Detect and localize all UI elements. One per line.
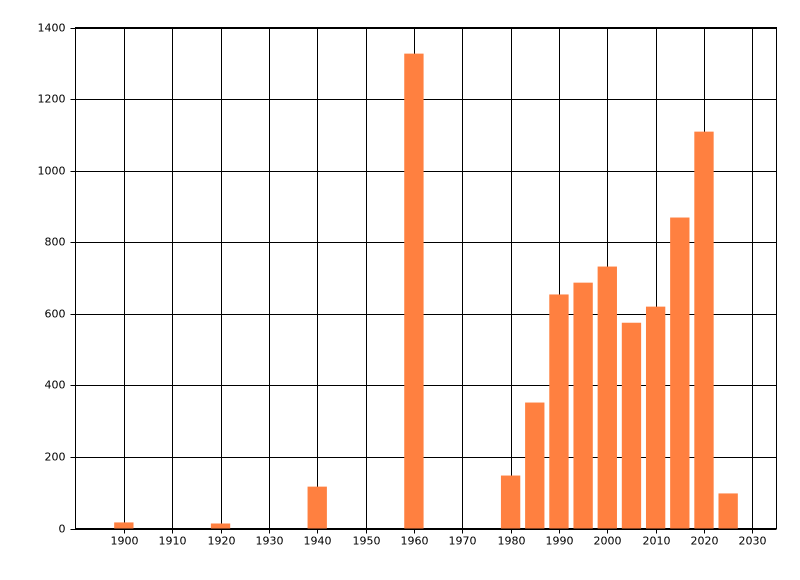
x-tick-label: 1900	[111, 535, 139, 548]
x-tick-label: 2000	[594, 535, 622, 548]
bar	[718, 493, 738, 529]
bar	[500, 475, 521, 529]
bar	[525, 402, 545, 529]
y-tick-label: 1400	[38, 22, 66, 35]
x-tick-label: 1920	[208, 535, 236, 548]
x-tick-label: 2020	[691, 535, 719, 548]
bar	[573, 282, 593, 529]
x-tick-label: 1990	[546, 535, 574, 548]
x-tick-label: 1910	[159, 535, 187, 548]
y-tick-label: 600	[45, 308, 66, 321]
y-tick-label: 400	[45, 379, 66, 392]
x-tick-label: 2030	[739, 535, 767, 548]
y-tick-label: 0	[59, 523, 66, 536]
plot-area	[75, 27, 777, 529]
x-tick-label: 1950	[353, 535, 381, 548]
x-tick-label: 1940	[304, 535, 332, 548]
bar	[645, 306, 666, 529]
y-tick-label: 800	[45, 236, 66, 249]
bar	[694, 131, 714, 529]
bar	[307, 486, 327, 529]
x-tick-label: 1970	[449, 535, 477, 548]
x-tick-label: 1960	[401, 535, 429, 548]
y-tick-label: 1000	[38, 165, 66, 178]
x-tick-label: 2010	[643, 535, 671, 548]
bar	[114, 522, 134, 529]
bar	[670, 217, 690, 529]
bar	[404, 53, 424, 529]
x-tick-label: 1930	[256, 535, 284, 548]
bar	[621, 322, 642, 529]
y-tick-label: 200	[45, 451, 66, 464]
bar	[597, 266, 617, 529]
bar	[210, 523, 231, 529]
x-tick-label: 1980	[498, 535, 526, 548]
y-tick-label: 1200	[38, 93, 66, 106]
bar	[549, 294, 569, 529]
